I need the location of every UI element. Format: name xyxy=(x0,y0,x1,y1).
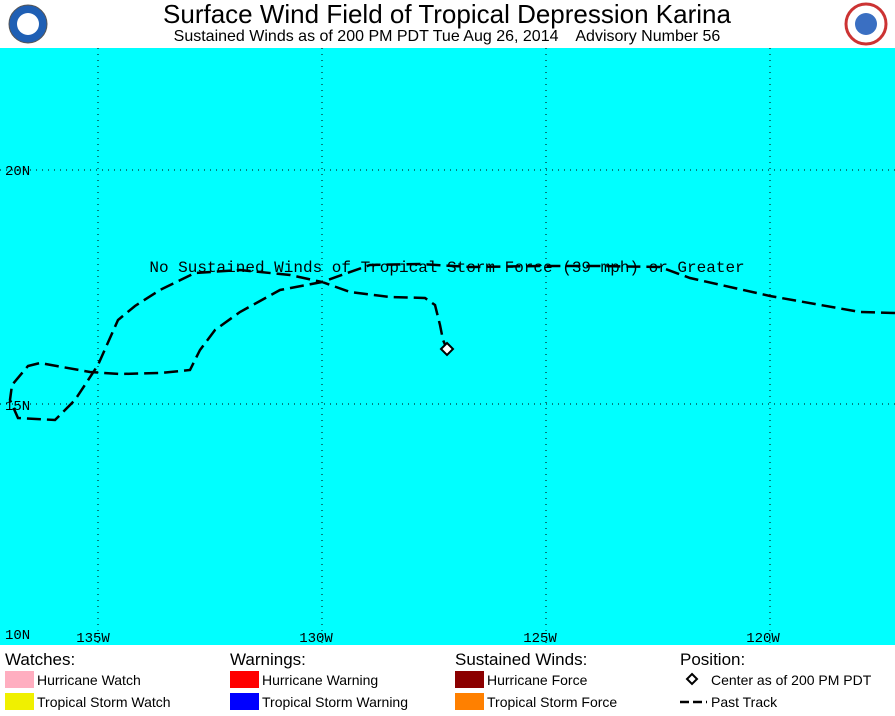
noaa-logo-inner xyxy=(17,13,39,35)
legend-center-icon xyxy=(685,672,699,686)
legend-item: Tropical Storm Warning xyxy=(262,694,408,710)
legend-item: Center as of 200 PM PDT xyxy=(711,672,872,688)
lat-label: 15N xyxy=(5,399,30,415)
lon-label: 130W xyxy=(299,631,333,647)
legend-item: Tropical Storm Force xyxy=(487,694,617,710)
legend-item: Past Track xyxy=(711,694,778,710)
legend-heading: Sustained Winds: xyxy=(455,650,587,669)
lat-label: 20N xyxy=(5,164,30,180)
legend-item: Hurricane Watch xyxy=(37,672,141,688)
swatch xyxy=(455,693,484,710)
nws-logo-inner xyxy=(855,13,877,35)
legend-item: Hurricane Force xyxy=(487,672,588,688)
storm-center xyxy=(439,341,455,357)
swatch xyxy=(5,671,34,688)
legend-item: Tropical Storm Watch xyxy=(37,694,171,710)
swatch xyxy=(230,693,259,710)
lon-label: 120W xyxy=(746,631,780,647)
lon-label: 135W xyxy=(76,631,110,647)
swatch xyxy=(230,671,259,688)
legend-heading: Position: xyxy=(680,650,745,669)
legend-heading: Warnings: xyxy=(230,650,306,669)
lon-label: 125W xyxy=(523,631,557,647)
legend-item: Hurricane Warning xyxy=(262,672,378,688)
legend-heading: Watches: xyxy=(5,650,75,669)
subtitle: Sustained Winds as of 200 PM PDT Tue Aug… xyxy=(174,28,721,45)
title: Surface Wind Field of Tropical Depressio… xyxy=(163,0,731,29)
lat-label: 10N xyxy=(5,628,30,644)
annotation: No Sustained Winds of Tropical Storm For… xyxy=(149,259,744,277)
past-track xyxy=(8,262,895,422)
swatch xyxy=(455,671,484,688)
swatch xyxy=(5,693,34,710)
